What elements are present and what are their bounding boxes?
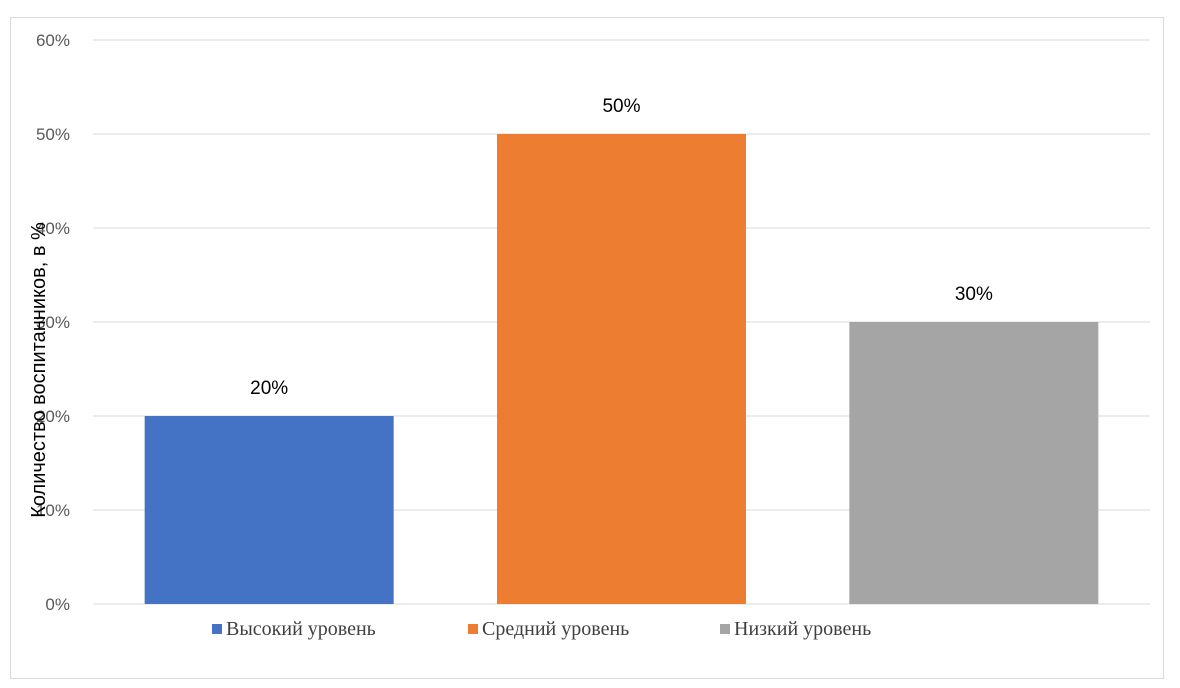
- legend-entry: Низкий уровень: [734, 618, 871, 640]
- y-axis-label: Количество воспитанников, в %: [28, 222, 50, 518]
- data-label: 30%: [955, 284, 993, 305]
- y-tick-label: 0%: [45, 595, 70, 614]
- legend-swatch: [212, 624, 222, 634]
- legend-entry: Средний уровень: [482, 618, 629, 640]
- legend-entry: Высокий уровень: [226, 618, 376, 640]
- bar: [145, 416, 394, 604]
- y-tick-label: 50%: [36, 125, 70, 144]
- y-tick-label: 60%: [36, 31, 70, 50]
- data-label: 20%: [250, 378, 288, 399]
- legend-swatch: [468, 624, 478, 634]
- data-label: 50%: [602, 96, 640, 117]
- bar: [849, 322, 1098, 604]
- legend-swatch: [720, 624, 730, 634]
- bars: [145, 134, 1099, 604]
- legend: Высокий уровень Средний уровень Низкий уро…: [212, 618, 871, 640]
- bar: [497, 134, 746, 604]
